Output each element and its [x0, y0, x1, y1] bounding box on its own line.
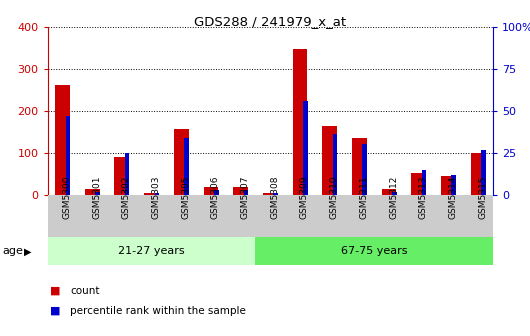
Bar [125, 153, 129, 195]
Bar [144, 193, 159, 195]
Bar [422, 170, 426, 195]
Text: GSM5312: GSM5312 [389, 175, 398, 219]
Text: GSM5310: GSM5310 [330, 175, 339, 219]
Text: GSM5309: GSM5309 [300, 175, 309, 219]
Text: ▶: ▶ [24, 246, 32, 256]
Text: GSM5308: GSM5308 [270, 175, 279, 219]
Bar [441, 176, 456, 195]
Bar [352, 138, 367, 195]
Bar [392, 192, 396, 195]
Bar [322, 126, 337, 195]
Bar [244, 190, 248, 195]
Bar [114, 157, 129, 195]
Bar [85, 188, 100, 195]
Text: ■: ■ [50, 286, 61, 296]
Bar [363, 144, 367, 195]
Text: GSM5300: GSM5300 [63, 175, 72, 219]
Text: GSM5307: GSM5307 [241, 175, 250, 219]
Text: GSM5306: GSM5306 [211, 175, 220, 219]
Bar [255, 237, 493, 265]
Bar [66, 116, 70, 195]
Text: GSM5311: GSM5311 [359, 175, 368, 219]
Bar [303, 101, 307, 195]
Bar [333, 134, 337, 195]
Text: ■: ■ [50, 306, 61, 316]
Bar [382, 188, 396, 195]
Text: GSM5305: GSM5305 [181, 175, 190, 219]
Bar [184, 138, 189, 195]
Bar [452, 175, 456, 195]
Bar [233, 187, 248, 195]
Bar [204, 187, 218, 195]
Bar [263, 193, 278, 195]
Bar [214, 190, 218, 195]
Text: GSM5314: GSM5314 [448, 175, 457, 219]
Text: GDS288 / 241979_x_at: GDS288 / 241979_x_at [194, 15, 347, 28]
Bar [174, 129, 189, 195]
Text: percentile rank within the sample: percentile rank within the sample [70, 306, 246, 316]
Bar [293, 49, 307, 195]
Text: count: count [70, 286, 100, 296]
Bar [155, 193, 159, 195]
Bar [55, 85, 70, 195]
Text: age: age [3, 246, 23, 256]
Text: 67-75 years: 67-75 years [341, 246, 408, 256]
Text: GSM5302: GSM5302 [122, 175, 131, 219]
Bar [48, 237, 255, 265]
Bar [471, 153, 485, 195]
Bar [411, 173, 426, 195]
Bar [95, 192, 100, 195]
Text: GSM5303: GSM5303 [152, 175, 161, 219]
Text: 21-27 years: 21-27 years [118, 246, 185, 256]
Text: GSM5315: GSM5315 [478, 175, 487, 219]
Text: GSM5313: GSM5313 [419, 175, 428, 219]
Text: GSM5301: GSM5301 [92, 175, 101, 219]
Bar [481, 150, 485, 195]
Bar [273, 193, 278, 195]
